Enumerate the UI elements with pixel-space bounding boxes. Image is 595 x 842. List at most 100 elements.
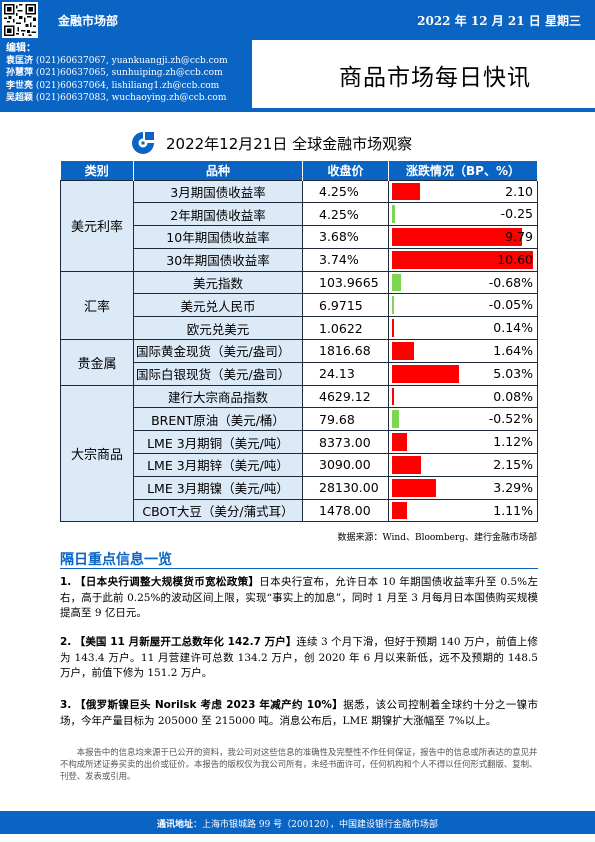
category-cell: 贵金属 (60, 339, 134, 386)
editor-phone: (021)60637064, (35, 80, 109, 91)
product-cell: 美元兑人民币 (133, 293, 303, 318)
department-name: 金融市场部 (58, 14, 119, 28)
editor-email[interactable]: yuankuangji.zh@ccb.com (111, 56, 228, 66)
change-cell: 1.64% (388, 339, 538, 363)
table-row: 30年期国债收益率 3.74% 10.60 (61, 247, 538, 272)
change-label: 1.11% (493, 502, 533, 518)
footer-address: 通讯地址：上海市银城路 99 号（200120），中国建设银行金融市场部 (0, 817, 595, 830)
close-price-cell: 1816.68 (302, 339, 389, 363)
news-headline: 【俄罗斯镍巨头 Norilsk 考虑 2023 年减产约 10%】 (74, 699, 344, 711)
table-row: 2年期国债收益率 4.25% -0.25 (61, 202, 538, 227)
change-bar (392, 410, 399, 429)
product-cell: 美元指数 (133, 270, 303, 295)
news-divider (60, 568, 538, 569)
change-cell: -0.52% (388, 407, 538, 432)
news-number: 2. (60, 636, 72, 648)
page-title: 商品市场每日快讯 (339, 65, 531, 91)
change-bar (392, 501, 407, 520)
product-cell: LME 3月期铜（美元/吨） (133, 430, 303, 455)
change-cell: -0.05% (388, 293, 538, 318)
editor-email[interactable]: wuchaoying.zh@ccb.com (111, 92, 227, 103)
close-price-cell: 6.9715 (302, 293, 389, 318)
change-label: -0.25 (500, 206, 533, 222)
news-number: 1. (60, 576, 72, 588)
change-cell: 0.08% (388, 384, 538, 409)
change-label: 5.03% (493, 365, 533, 381)
news-item: 1. 【日本央行调整大规模货币宽松政策】日本央行宣布，允许日本 10 年期国债收… (60, 575, 538, 622)
qr-code-icon (2, 2, 38, 38)
header-category: 类别 (60, 161, 134, 180)
close-price-cell: 3.68% (302, 225, 389, 249)
change-bar (392, 387, 394, 406)
category-cell: 美元利率 (60, 179, 134, 272)
change-bar (392, 456, 421, 474)
category-cell: 汇率 (60, 270, 134, 341)
news-body: 连续 3 个月下滑，但好于预期 140 万户，前值上修为 143.4 万户。11… (60, 636, 538, 679)
change-bar (392, 296, 394, 315)
editor-phone: (021)60637083, (35, 92, 109, 103)
table-subtitle: 2022年12月21日 全球金融市场观察 (166, 135, 413, 153)
product-cell: 建行大宗商品指数 (133, 384, 303, 409)
close-price-cell: 3090.00 (302, 453, 389, 477)
news-item: 3. 【俄罗斯镍巨头 Norilsk 考虑 2023 年减产约 10%】据悉，该… (60, 698, 538, 729)
table-row: 国际白银现货（美元/盎司） 24.13 5.03% (61, 361, 538, 386)
change-bar (392, 205, 396, 224)
table-row: 10年期国债收益率 3.68% 9.79 (61, 225, 538, 249)
table-row: LME 3月期镍（美元/吨） 28130.00 3.29% (61, 475, 538, 500)
change-label: -0.05% (488, 297, 533, 313)
editors-title: 编辑： (6, 43, 36, 54)
product-cell: 10年期国债收益率 (133, 225, 303, 249)
change-cell: 2.10 (388, 179, 538, 204)
table-row: 欧元兑美元 1.0622 0.14% (61, 316, 538, 341)
close-price-cell: 8373.00 (302, 430, 389, 455)
product-cell: BRENT原油（美元/桶） (133, 407, 303, 432)
footer-label: 通讯地址 (156, 820, 193, 830)
footer-address-text: ：上海市银城路 99 号（200120），中国建设银行金融市场部 (192, 820, 439, 830)
change-bar (392, 250, 533, 269)
ccb-logo-icon (131, 131, 155, 155)
news-headline: 【日本央行调整大规模货币宽松政策】 (74, 576, 260, 588)
change-label: 0.14% (493, 320, 533, 336)
change-label: 9.79 (505, 229, 533, 245)
close-price-cell: 4629.12 (302, 384, 389, 409)
change-bar (392, 182, 420, 201)
editor-email[interactable]: lishiliang1.zh@ccb.com (111, 80, 220, 91)
editor-name: 李世亮 (6, 80, 34, 91)
product-cell: 3月期国债收益率 (133, 179, 303, 204)
change-bar (392, 228, 523, 246)
market-table: 类别 品种 收盘价 涨跌情况（BP、%） 美元利率 3月期国债收益率 4.25% 2.… (60, 161, 538, 523)
editor-phone: (021)60637067, (35, 56, 109, 66)
category-cell: 大宗商品 (60, 384, 134, 523)
header-product: 品种 (133, 161, 303, 180)
news-section-title: 隔日重点信息一览 (60, 552, 172, 568)
product-cell: LME 3月期镍（美元/吨） (133, 475, 303, 500)
data-source: 数据来源：Wind、Bloomberg、建行金融市场部 (337, 533, 537, 543)
editor-email[interactable]: sunhuiping.zh@ccb.com (111, 68, 223, 79)
editor-name: 吴超颖 (6, 92, 34, 103)
change-bar (392, 433, 407, 452)
header-close: 收盘价 (302, 161, 389, 180)
table-row: 大宗商品 建行大宗商品指数 4629.12 0.08% (60, 384, 538, 523)
change-cell: 9.79 (388, 225, 538, 249)
close-price-cell: 1478.00 (302, 498, 389, 523)
report-date: 2022 年 12 月 21 日 星期三 (417, 14, 581, 28)
change-cell: 1.12% (388, 430, 538, 455)
close-price-cell: 1.0622 (302, 316, 389, 341)
editor-row: 李世亮 (021)60637064, lishiliang1.zh@ccb.co… (6, 80, 252, 92)
news-item: 2. 【美国 11 月新屋开工总数年化 142.7 万户】连续 3 个月下滑，但… (60, 635, 538, 682)
change-cell: 5.03% (388, 361, 538, 386)
change-bar (392, 319, 394, 338)
table-row: 贵金属 国际黄金现货（美元/盎司） 1816.68 1.64% (60, 339, 538, 386)
close-price-cell: 79.68 (302, 407, 389, 432)
editor-row: 吴超颖 (021)60637083, wuchaoying.zh@ccb.com (6, 92, 252, 104)
close-price-cell: 24.13 (302, 361, 389, 386)
header-bar (0, 0, 595, 40)
change-cell: 3.29% (388, 475, 538, 500)
change-cell: -0.25 (388, 202, 538, 227)
table-header-row: 类别 品种 收盘价 涨跌情况（BP、%） (60, 161, 538, 180)
editor-row: 袁匡济 (021)60637067, yuankuangji.zh@ccb.co… (6, 55, 252, 67)
change-bar (392, 273, 402, 292)
change-label: -0.68% (488, 274, 533, 290)
change-label: 1.64% (493, 343, 533, 359)
change-cell: 2.15% (388, 453, 538, 477)
